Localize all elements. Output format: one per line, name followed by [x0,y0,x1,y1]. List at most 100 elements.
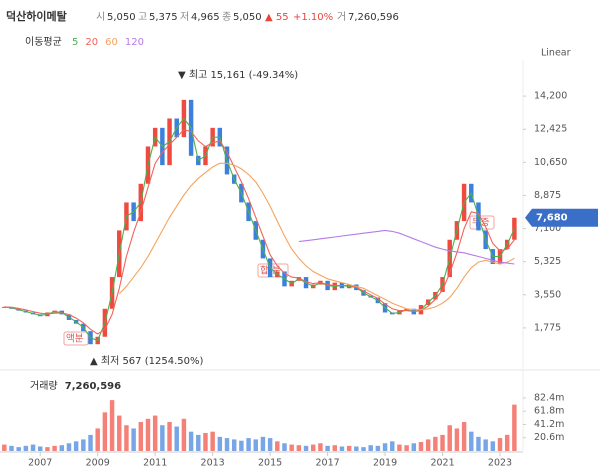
volume-bar [59,445,65,451]
event-label: 액분 [66,333,84,345]
volume-bar [390,441,395,451]
x-tick-label: 2013 [201,458,225,469]
volume-bar [174,426,179,451]
volume-bar [38,446,43,451]
x-tick-label: 2015 [258,458,282,469]
price-tag-label: 7,680 [536,213,568,224]
volume-bar [66,443,72,451]
volume-title: 거래량 7,260,596 [30,380,121,392]
volume-bar [88,434,93,451]
volume-bar [361,447,366,451]
x-tick-label: 2021 [430,458,454,469]
y-tick-label: 5,325 [534,256,561,267]
open: 5,050 [107,12,136,23]
x-tick-label: 2009 [86,458,110,469]
volume-bar [282,443,287,451]
volume-bar [117,415,122,451]
volume-bar [217,436,223,451]
event-box [63,331,89,346]
y-tick-label: 10,650 [534,157,567,168]
legend-entry: 5 [72,37,78,48]
volume-bar [461,422,467,451]
volume-bar [275,441,280,451]
close: 5,050 [233,12,262,23]
high: 5,375 [149,12,178,23]
y-tick-label: 1,775 [534,322,561,333]
x-tick-label: 2023 [488,458,512,469]
volume: 7,260,596 [348,12,399,23]
volume-bar [289,444,294,451]
low: 4,965 [191,12,220,23]
volume-bar [138,422,144,451]
volume-bar [188,431,194,451]
volume-bar [454,428,460,451]
volume-bar [497,438,503,451]
volume-bar [296,445,302,451]
volume-bar [483,439,488,451]
legend-entry: 20 [85,37,98,48]
x-tick-label: 2017 [315,458,339,469]
volume-bar [23,445,29,451]
y-tick-label: 82.4m [534,392,564,403]
volume-bar [318,443,323,451]
volume-bar [476,436,481,451]
y-tick-label: 3,550 [534,289,561,300]
volume-bar [253,439,258,451]
volume-bar [203,432,208,451]
legend-entry: 60 [105,37,118,48]
moving-average-line [118,162,515,311]
volume-bar [260,436,266,451]
y-tick-label: 14,200 [534,91,567,102]
x-tick-label: 2019 [373,458,397,469]
volume-bar [145,418,151,451]
volume-bar [411,443,417,451]
volume-bar [440,434,445,451]
volume-bar [73,441,79,451]
volume-bar [346,445,352,451]
low-annotation: ▲ 최저 567 (1254.50%) [90,355,203,367]
price-tag [525,208,598,227]
volume-title-text: 거래량 [30,380,58,392]
volume-label: 거 [337,11,346,23]
volume-bar [512,404,517,451]
volume-bar [109,400,115,451]
volume-bar [447,425,452,451]
volume-bar [95,428,100,451]
volume-bar [2,444,7,451]
volume-bar [332,445,338,451]
ma-label: 이동평균 [25,36,62,48]
volume-bar [433,436,438,451]
volume-bar [425,439,431,451]
volume-bar [124,425,129,451]
y-tick-label: 8,875 [534,190,561,201]
header: 덕산하이메탈 시 5,050 고 5,375 저 4,965 종 5,050 ▲… [6,9,399,23]
volume-bar [181,418,187,451]
volume-bar [267,438,273,451]
moving-average-line [4,129,515,335]
moving-average-line [298,229,515,265]
volume-bar [339,446,345,451]
volume-bar [160,425,165,451]
volume-bar [404,445,409,451]
volume-bar [81,439,86,451]
volume-bar [131,428,136,451]
change-pct: +1.10% [293,12,333,23]
low-label: 저 [180,11,189,23]
volume-bar [102,412,108,451]
stock-name: 덕산하이메탈 [6,9,67,23]
x-tick-label: 2007 [28,458,52,469]
close-label: 종 [222,11,231,23]
volume-bar [231,439,237,451]
high-label: 고 [138,12,147,23]
volume-bar [152,415,158,451]
volume-bar [490,441,496,451]
volume-bar [9,445,14,451]
volume-bar [45,447,50,451]
scale-label: Linear [541,48,571,59]
high-annotation: ▼ 최고 15,161 (-49.34%) [178,69,298,81]
x-tick-label: 2011 [143,458,167,469]
volume-bar [504,434,510,451]
volume-bar [325,445,330,451]
volume-bar [303,445,309,451]
